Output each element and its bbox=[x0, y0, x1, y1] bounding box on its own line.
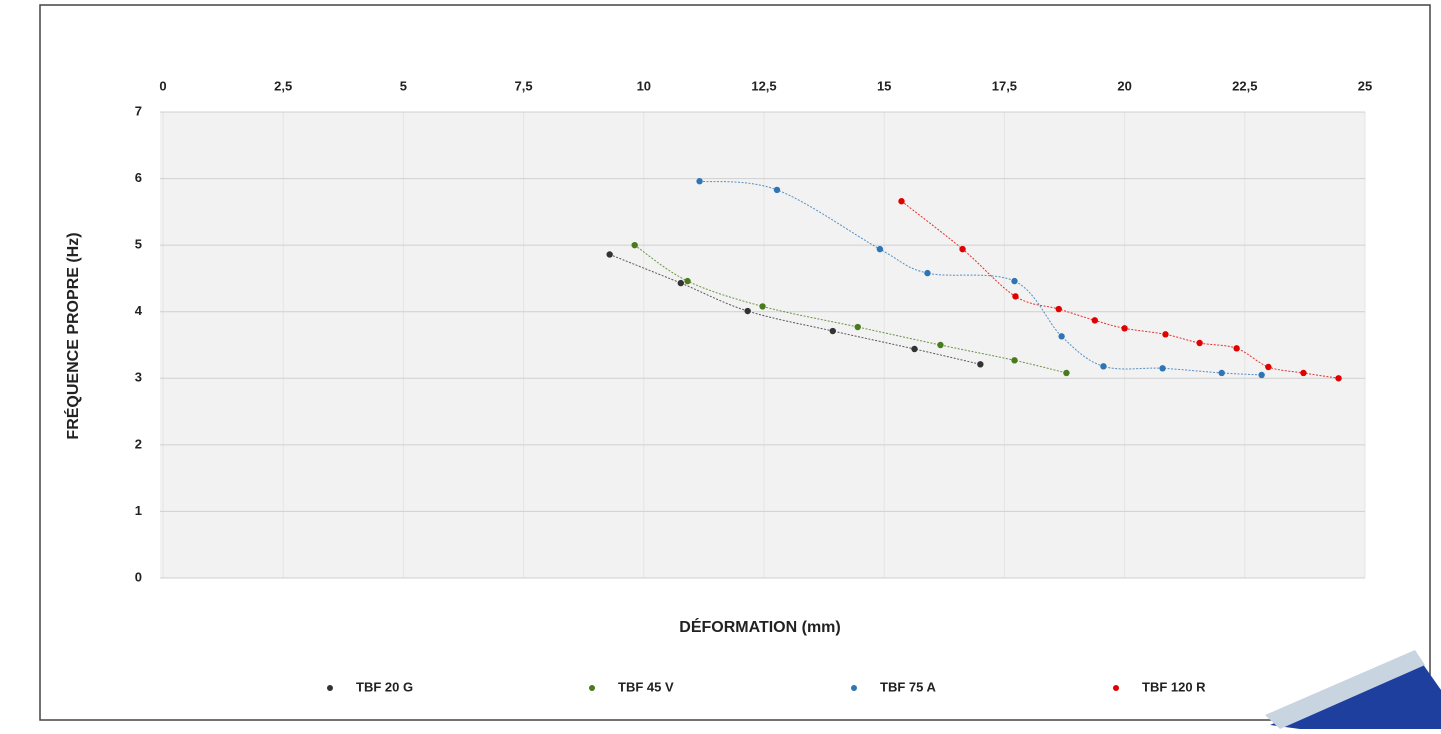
y-tick-label: 6 bbox=[135, 170, 142, 185]
legend-label: TBF 75 A bbox=[880, 679, 936, 694]
data-point bbox=[631, 241, 638, 249]
data-point bbox=[1335, 375, 1342, 382]
x-tick-label: 0 bbox=[159, 78, 166, 93]
series-line bbox=[901, 200, 1339, 379]
x-tick-label: 2,5 bbox=[274, 78, 292, 93]
data-point bbox=[1159, 365, 1166, 372]
data-point bbox=[1121, 325, 1128, 332]
data-point bbox=[677, 279, 685, 287]
data-point bbox=[1011, 357, 1018, 364]
data-point bbox=[977, 361, 984, 368]
legend-marker bbox=[1113, 685, 1119, 691]
x-tick-label: 15 bbox=[877, 78, 891, 93]
data-point bbox=[1218, 369, 1225, 377]
legend-label: TBF 20 G bbox=[356, 679, 413, 694]
data-point bbox=[684, 277, 691, 285]
legend-label: TBF 45 V bbox=[618, 679, 674, 694]
data-point bbox=[1012, 293, 1019, 300]
y-tick-label: 2 bbox=[135, 436, 142, 451]
y-tick-label: 1 bbox=[135, 503, 142, 518]
data-point bbox=[744, 307, 751, 315]
data-point bbox=[606, 251, 613, 258]
series-line bbox=[609, 253, 981, 365]
data-point bbox=[959, 245, 966, 253]
data-point bbox=[773, 186, 781, 194]
x-tick-label: 17,5 bbox=[992, 78, 1017, 93]
x-tick-label: 12,5 bbox=[751, 78, 776, 93]
data-point bbox=[924, 269, 931, 277]
x-tick-label: 25 bbox=[1358, 78, 1372, 93]
x-tick-label: 22,5 bbox=[1232, 78, 1257, 93]
data-point bbox=[1055, 305, 1062, 313]
x-axis-label: DÉFORMATION (mm) bbox=[679, 617, 840, 636]
data-point bbox=[1162, 331, 1169, 338]
plot-area bbox=[160, 112, 1365, 578]
x-tick-label: 7,5 bbox=[515, 78, 533, 93]
data-point bbox=[876, 245, 884, 253]
data-point bbox=[1265, 363, 1272, 371]
data-point bbox=[1100, 363, 1107, 370]
series-line bbox=[699, 180, 1262, 376]
y-tick-label: 5 bbox=[135, 237, 142, 252]
data-point bbox=[854, 323, 861, 331]
data-point bbox=[911, 345, 918, 353]
data-point bbox=[1058, 333, 1065, 340]
data-point bbox=[1258, 371, 1265, 379]
x-tick-label: 5 bbox=[400, 78, 407, 93]
data-point bbox=[1011, 277, 1018, 285]
data-point bbox=[829, 327, 836, 335]
y-tick-label: 0 bbox=[135, 569, 142, 584]
x-tick-label: 10 bbox=[637, 78, 651, 93]
data-point bbox=[1063, 369, 1070, 377]
corner-decoration bbox=[1265, 650, 1441, 729]
data-point bbox=[759, 303, 766, 310]
data-point bbox=[696, 178, 703, 185]
legend-label: TBF 120 R bbox=[1142, 679, 1206, 694]
y-tick-label: 4 bbox=[135, 303, 143, 318]
legend-marker bbox=[589, 685, 595, 691]
legend-marker bbox=[851, 685, 857, 691]
y-tick-label: 3 bbox=[135, 370, 142, 385]
data-point bbox=[1196, 339, 1203, 347]
y-tick-label: 7 bbox=[135, 103, 142, 118]
x-tick-label: 20 bbox=[1117, 78, 1131, 93]
data-point bbox=[1233, 345, 1240, 352]
legend-marker bbox=[327, 685, 333, 691]
data-point bbox=[1091, 317, 1098, 324]
data-point bbox=[1300, 369, 1307, 377]
data-point bbox=[937, 341, 944, 349]
y-axis-label: FRÉQUENCE PROPRE (Hz) bbox=[63, 232, 82, 439]
data-point bbox=[898, 198, 905, 205]
